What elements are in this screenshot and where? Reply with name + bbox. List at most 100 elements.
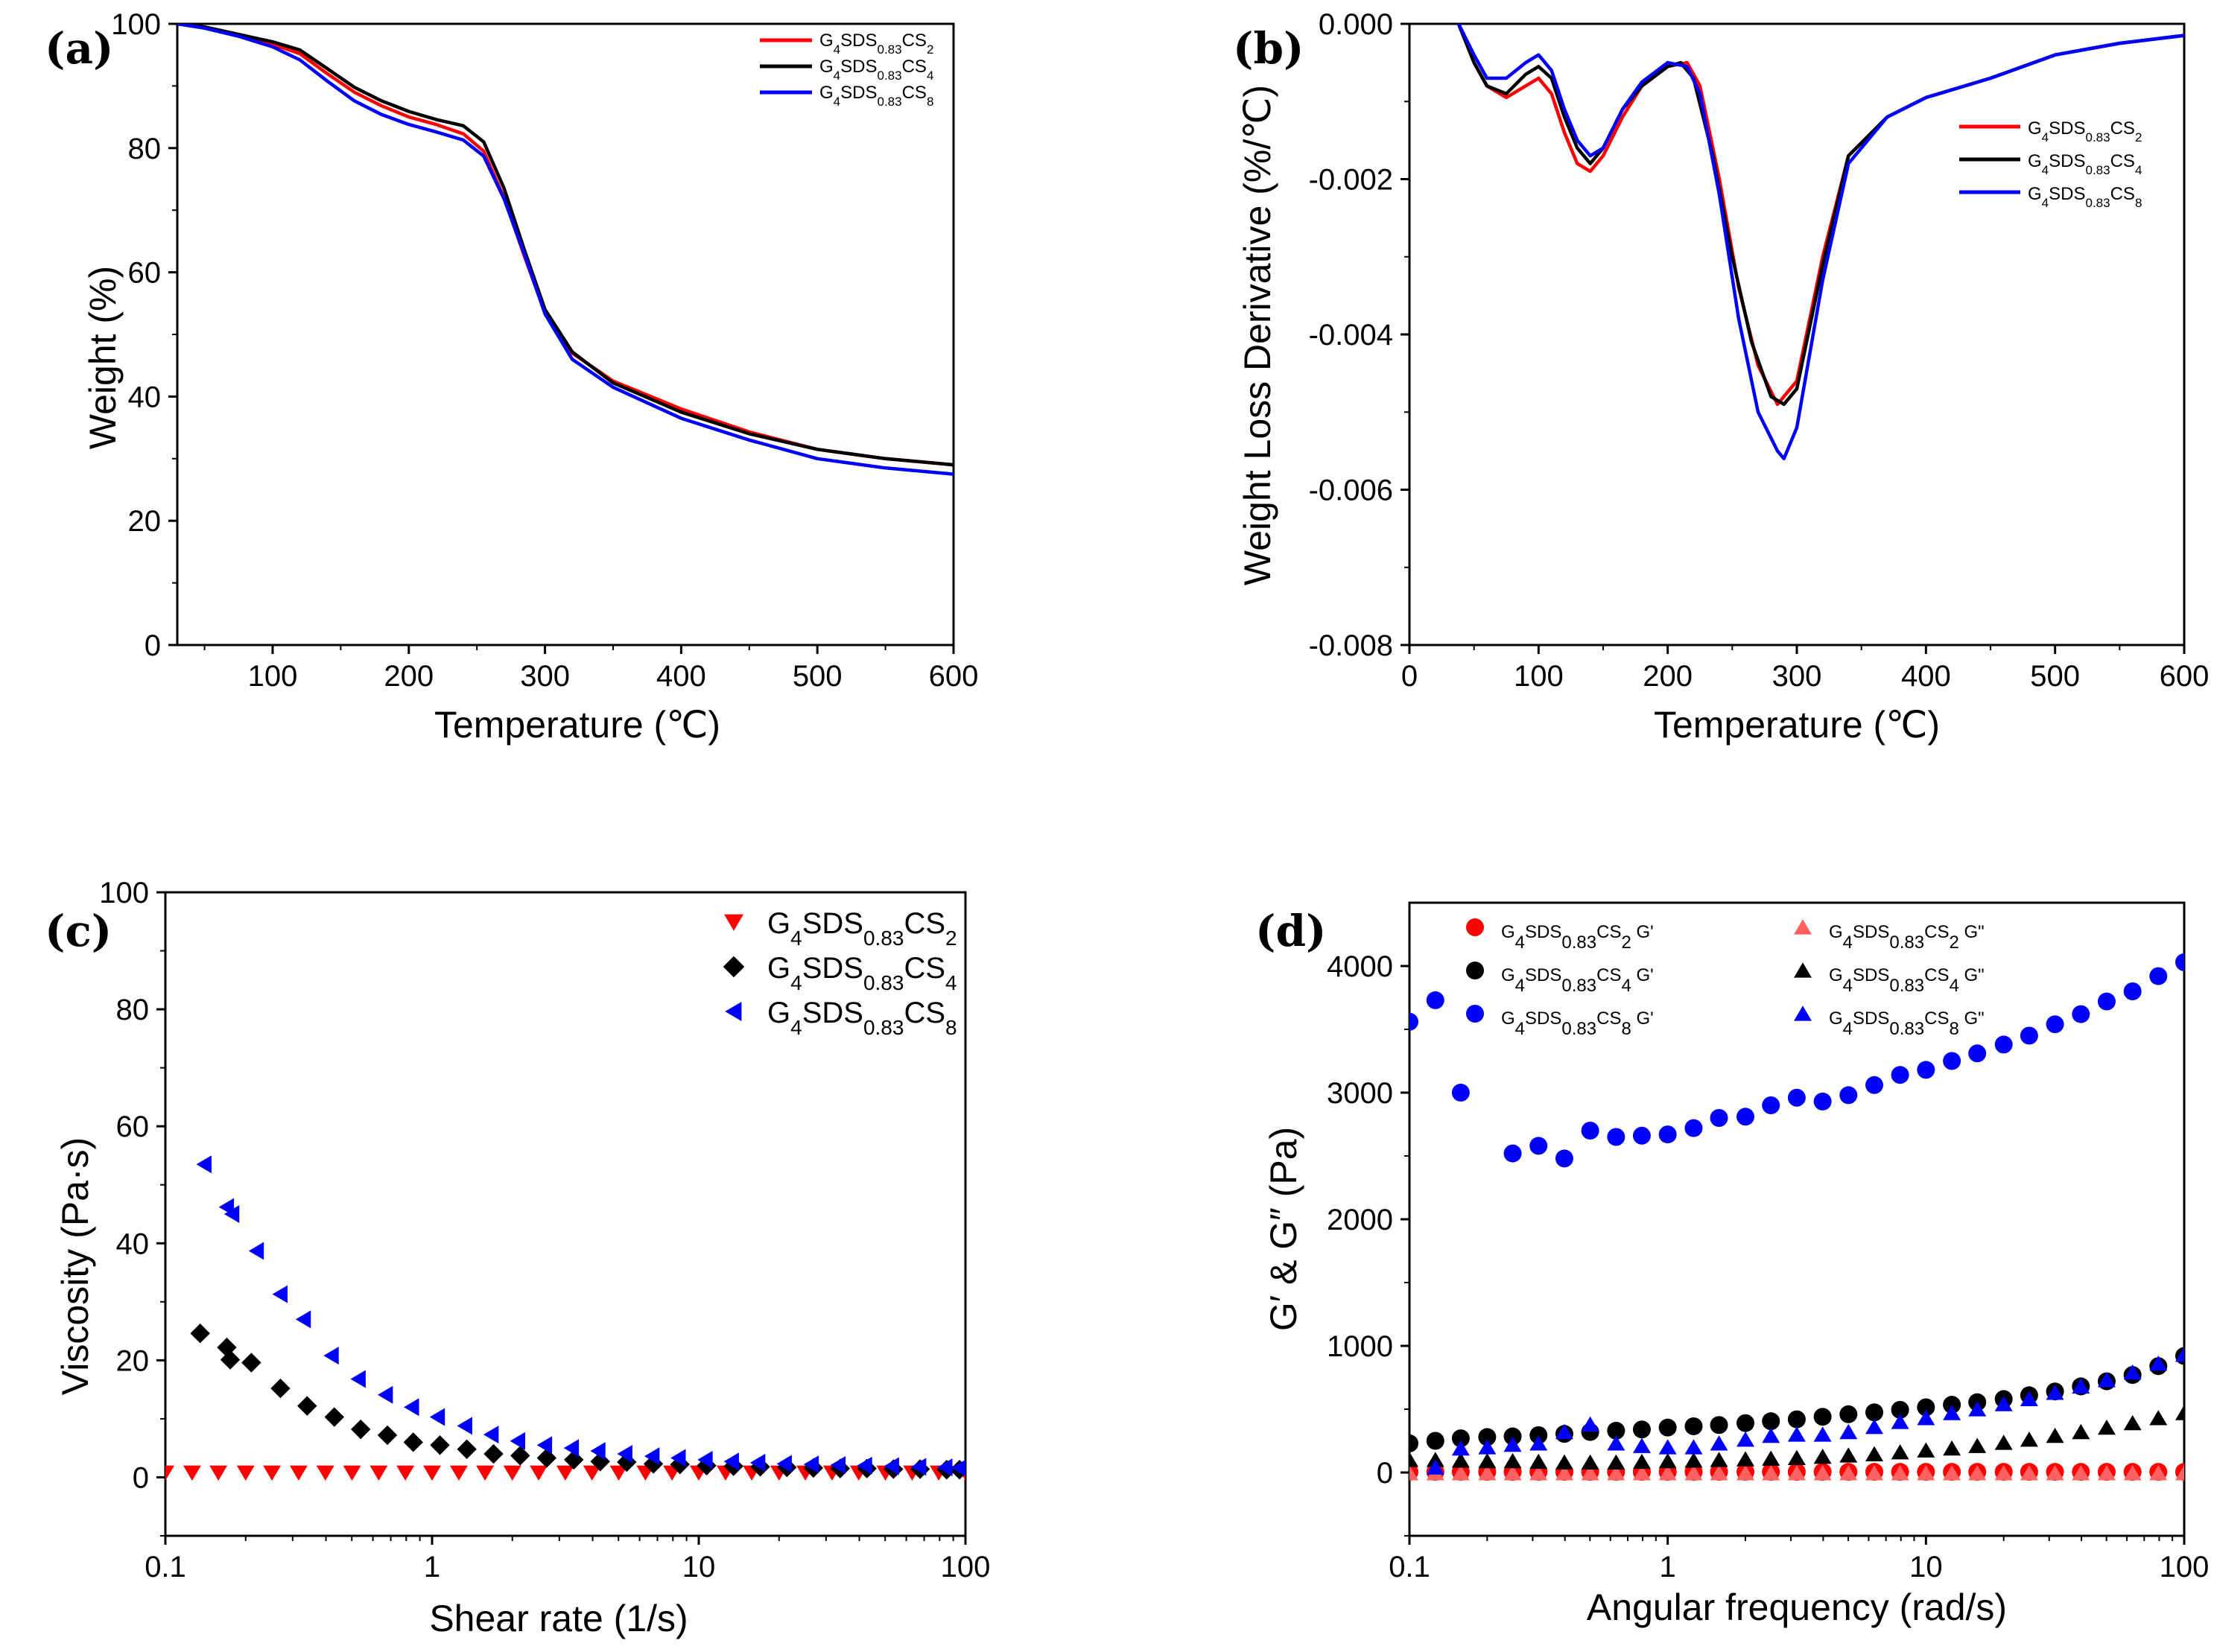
data-point-s5 (1529, 1137, 1548, 1155)
data-point-s6 (1658, 1439, 1677, 1455)
data-point-s5 (1426, 991, 1444, 1009)
y-tick-label: 3000 (1327, 1077, 1393, 1110)
data-point-s5 (1684, 1119, 1703, 1137)
data-point-s5 (1451, 1084, 1470, 1102)
data-point-s2 (510, 1446, 530, 1466)
data-point-s4 (2123, 1414, 2142, 1431)
data-point-s2 (564, 1449, 584, 1470)
data-point-s3 (644, 1447, 660, 1466)
data-point-s6 (1529, 1435, 1548, 1451)
data-point-s3 (536, 1436, 553, 1455)
data-point-s3 (248, 1242, 264, 1260)
data-point-s1 (165, 1465, 174, 1481)
data-point-s1 (369, 1465, 388, 1481)
data-point-s6 (1503, 1436, 1522, 1452)
y-tick-label: 0 (145, 629, 161, 662)
x-tick-label: 400 (656, 660, 706, 693)
panel-c: (c) 0.1 1 10 100020406080100G4SDS0.83CS2G4S… (45, 877, 990, 1639)
data-point-s2 (1839, 1465, 1858, 1481)
data-point-s3 (670, 1449, 686, 1467)
data-point-s2 (2123, 1465, 2142, 1481)
legend-label: G4SDS0.83CS2 G' (1501, 922, 1654, 953)
data-point-s4 (1409, 1452, 1418, 1467)
x-tick-label: 100 (248, 660, 298, 693)
data-point-s1 (236, 1465, 255, 1481)
data-point-s3 (1917, 1398, 1935, 1417)
data-point-s1 (503, 1465, 521, 1481)
x-tick-label: 100 (1514, 660, 1564, 693)
data-point-s6 (2097, 1372, 2116, 1388)
data-point-s2 (1865, 1465, 1884, 1481)
data-point-s6 (1451, 1440, 1470, 1456)
plot-data (1409, 953, 2184, 1481)
data-point-s3 (1943, 1396, 1961, 1414)
data-point-s4 (2097, 1419, 2116, 1435)
plot-c: 0.1 1 10 100020406080100G4SDS0.83CS2G4SDS0.… (99, 877, 990, 1583)
data-point-s2 (2149, 1465, 2168, 1481)
panel-b: (b) 0 100 200 300 400 500 600 -0.008 -0.006 -0.00… (1233, 8, 2209, 746)
data-point-s5 (1891, 1066, 1909, 1084)
x-tick-label: 400 (1901, 660, 1951, 693)
data-point-s4 (2072, 1423, 2090, 1440)
plot-frame (176, 22, 955, 646)
data-point-s2 (1451, 1465, 1470, 1481)
x-tick-label: 300 (520, 660, 570, 693)
data-point-s4 (1658, 1452, 1677, 1469)
data-point-s5 (1632, 1126, 1651, 1145)
data-point-s5 (1762, 1096, 1780, 1114)
y-tick-label: 60 (128, 257, 162, 290)
y-tick-label: 80 (128, 133, 162, 165)
data-point-s5 (1813, 1092, 1832, 1111)
data-point-s4 (1943, 1440, 1961, 1456)
legend-label: G4SDS0.83CS2 (767, 907, 957, 950)
data-point-s2 (324, 1407, 344, 1427)
data-point-s2 (1658, 1465, 1677, 1481)
data-point-s4 (1581, 1454, 1599, 1470)
data-point-s4 (1968, 1437, 1987, 1453)
x-axis-title-c: Shear rate (1/s) (429, 1598, 688, 1639)
plot-data (177, 24, 954, 476)
data-point-s2 (2072, 1465, 2090, 1481)
data-point-s4 (2149, 1410, 2168, 1426)
legend-marker (1466, 918, 1484, 936)
data-point-s4 (1684, 1452, 1703, 1468)
data-point-s3 (563, 1439, 580, 1458)
data-point-s2 (1478, 1465, 1497, 1481)
data-point-s2 (1581, 1465, 1599, 1481)
data-point-s5 (1710, 1109, 1728, 1127)
data-point-s3 (223, 1205, 240, 1223)
data-point-s6 (1839, 1423, 1858, 1440)
series-line-3 (177, 24, 954, 476)
data-point-s3 (1632, 1420, 1651, 1439)
data-point-s3 (1607, 1421, 1625, 1440)
data-point-s6 (1762, 1427, 1780, 1443)
data-point-s6 (1736, 1432, 1755, 1447)
data-point-s5 (1968, 1044, 1987, 1063)
y-tick-label: 40 (128, 381, 162, 413)
data-point-s4 (2175, 1405, 2184, 1420)
legend-label: G4SDS0.83CS4 (2028, 151, 2142, 177)
data-point-s2 (1409, 1465, 1418, 1481)
data-point-s3 (803, 1455, 819, 1474)
data-point-s1 (263, 1465, 282, 1481)
x-tick-label: 200 (384, 660, 434, 693)
x-tick-label: 100 (2160, 1551, 2210, 1583)
data-point-s3 (350, 1370, 366, 1388)
data-point-s2 (403, 1432, 423, 1452)
data-point-s5 (2175, 953, 2184, 971)
data-point-s5 (1658, 1125, 1677, 1144)
data-point-s2 (190, 1324, 210, 1344)
y-axis-title-d: G′ & G″ (Pa) (1263, 1127, 1304, 1331)
data-point-s3 (404, 1398, 419, 1417)
data-point-s2 (217, 1337, 237, 1358)
data-point-s4 (1503, 1452, 1522, 1469)
data-point-s3 (1426, 1432, 1444, 1450)
data-point-s3 (1529, 1426, 1548, 1444)
legend-marker (1794, 919, 1812, 935)
data-point-s4 (1632, 1453, 1651, 1470)
legend-label: G4SDS0.83CS4 (767, 952, 957, 994)
data-point-s2 (697, 1455, 717, 1475)
data-point-s4 (1451, 1452, 1470, 1468)
data-point-s3 (723, 1452, 739, 1471)
data-point-s5 (2123, 982, 2142, 1000)
